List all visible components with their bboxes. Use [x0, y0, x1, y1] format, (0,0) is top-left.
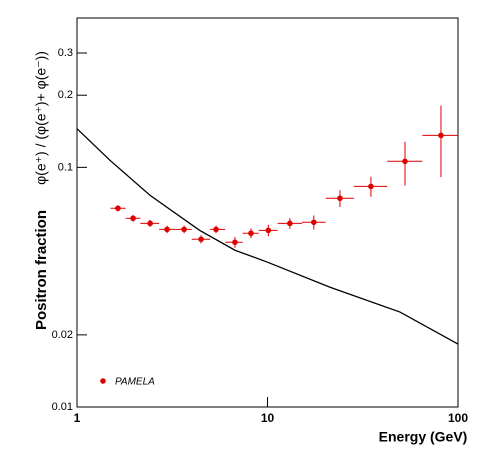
- y-tick-label: 0.2: [58, 89, 73, 101]
- legend-marker: [100, 378, 106, 384]
- data-point: [265, 227, 272, 234]
- x-tick-label: 1: [74, 411, 81, 425]
- data-point: [130, 215, 136, 222]
- data-point: [368, 183, 374, 190]
- data-point: [198, 236, 204, 243]
- y-tick-label: 0.3: [58, 47, 73, 59]
- plot-frame: [76, 17, 459, 408]
- data-point: [147, 220, 153, 227]
- data-point: [402, 158, 408, 165]
- model-line: [76, 128, 459, 345]
- data-point: [337, 195, 343, 202]
- data-point: [232, 239, 238, 246]
- y-tick-label: 0.1: [58, 161, 73, 173]
- data-point: [287, 220, 293, 227]
- data-point: [213, 226, 219, 233]
- x-tick-label: 10: [261, 411, 275, 425]
- data-point: [115, 205, 121, 212]
- y-axis-label-formula: φ(e⁺) / (φ(e⁺)+ φ(e⁻)): [33, 51, 49, 185]
- legend-label: PAMELA: [115, 377, 155, 388]
- y-tick-label: 0.01: [52, 401, 73, 413]
- data-point: [310, 219, 317, 226]
- y-tick-label: 0.02: [52, 329, 73, 341]
- data-point: [438, 132, 444, 139]
- x-axis-label: Energy (GeV): [379, 429, 468, 445]
- data-point: [181, 226, 187, 233]
- y-axis-label: Positron fraction: [33, 210, 50, 330]
- x-tick-label: 100: [448, 411, 468, 425]
- data-point: [164, 226, 170, 233]
- data-point: [248, 230, 254, 237]
